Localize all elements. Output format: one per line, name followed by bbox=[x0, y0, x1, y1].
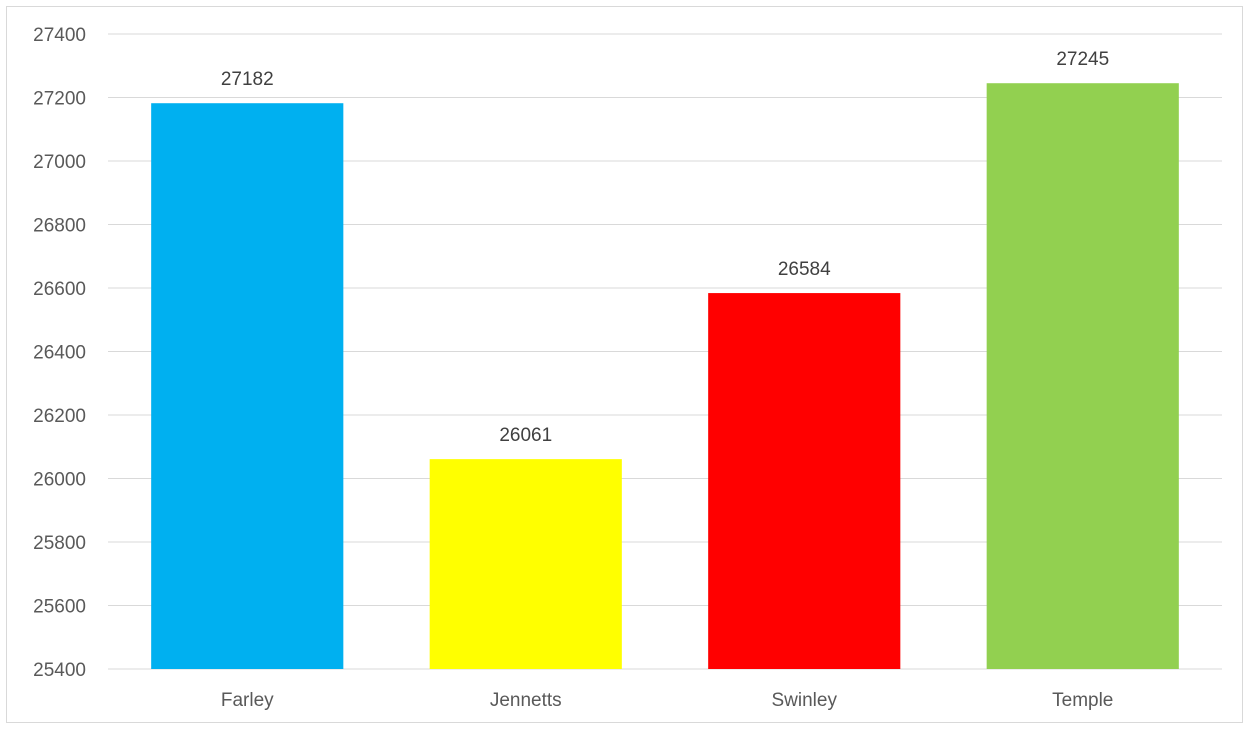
bars bbox=[151, 83, 1179, 670]
bar-farley bbox=[151, 103, 344, 670]
data-label-swinley: 26584 bbox=[778, 259, 831, 280]
category-label-farley: Farley bbox=[221, 690, 274, 711]
category-label-swinley: Swinley bbox=[772, 690, 838, 711]
data-label-farley: 27182 bbox=[221, 69, 274, 90]
y-axis-tick-labels: 25400 25600 25800 26000 26200 26400 26600 26800… bbox=[33, 25, 86, 681]
y-tick-label: 26000 bbox=[33, 470, 86, 491]
bar-temple bbox=[986, 83, 1179, 669]
x-axis-category-labels: Farley Jennetts Swinley Temple bbox=[221, 690, 1114, 711]
y-tick-label: 26200 bbox=[33, 406, 86, 427]
y-tick-label: 26800 bbox=[33, 216, 86, 237]
data-label-temple: 27245 bbox=[1056, 49, 1109, 70]
bar-jennetts bbox=[429, 459, 622, 669]
data-labels: 27182 26061 26584 27245 bbox=[221, 49, 1109, 446]
y-tick-label: 26600 bbox=[33, 279, 86, 300]
category-label-jennetts: Jennetts bbox=[490, 690, 562, 711]
y-tick-label: 25600 bbox=[33, 597, 86, 618]
bar-swinley bbox=[708, 293, 901, 669]
y-tick-label: 26400 bbox=[33, 343, 86, 364]
data-label-jennetts: 26061 bbox=[499, 425, 552, 446]
y-tick-label: 25800 bbox=[33, 533, 86, 554]
y-tick-label: 25400 bbox=[33, 660, 86, 681]
y-tick-label: 27000 bbox=[33, 152, 86, 173]
y-tick-label: 27400 bbox=[33, 25, 86, 46]
y-tick-label: 27200 bbox=[33, 89, 86, 110]
category-label-temple: Temple bbox=[1052, 690, 1113, 711]
